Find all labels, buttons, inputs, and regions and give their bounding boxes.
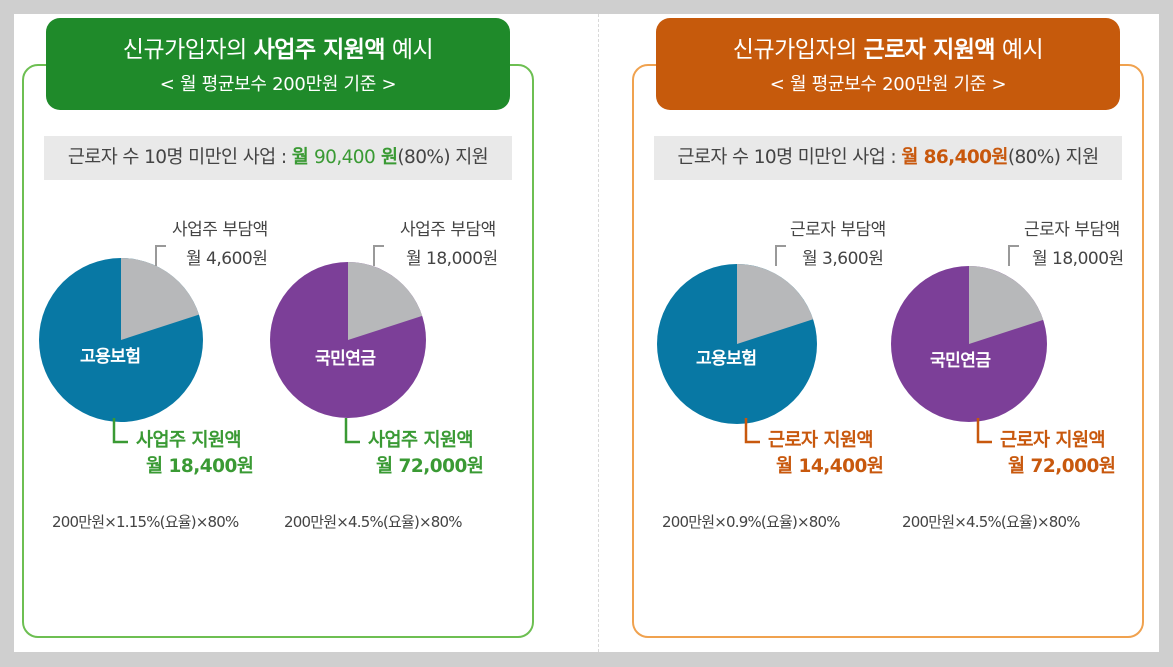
worker-insurance-support-label: 근로자 지원액 bbox=[768, 430, 874, 451]
worker-insurance-burden-leader bbox=[775, 245, 786, 266]
worker-insurance-burden-slice bbox=[737, 264, 814, 344]
worker-info-prefix: 근로자 수 10명 미만인 사업 : bbox=[677, 147, 902, 168]
employer-insurance-center-label: 고용보험 bbox=[80, 347, 141, 367]
worker-insurance-support-leader bbox=[744, 418, 760, 444]
worker-insurance-center-label: 고용보험 bbox=[696, 349, 757, 369]
employer-title-bold: 사업주 지원액 bbox=[253, 37, 386, 63]
worker-panel: 신규가입자의 근로자 지원액 예시 < 월 평균보수 200만원 기준 > 근로… bbox=[624, 14, 1164, 652]
worker-insurance-burden-amount: 월 3,600원 bbox=[802, 249, 884, 269]
employer-insurance-burden-slice bbox=[121, 258, 199, 340]
employer-pension-burden-label: 사업주 부담액 bbox=[400, 220, 496, 240]
worker-pie-charts bbox=[657, 245, 1047, 444]
worker-pension-formula: 200만원×4.5%(요율)×80% bbox=[902, 513, 1081, 531]
worker-pension-support-label: 근로자 지원액 bbox=[1000, 430, 1106, 451]
employer-pension-burden-leader bbox=[373, 245, 384, 266]
worker-info-amount: 월 86,400원 bbox=[901, 147, 1008, 168]
employer-info-suffix: (80%) 지원 bbox=[397, 147, 489, 168]
employer-title-suffix: 예시 bbox=[385, 37, 434, 63]
worker-pension-support-amount: 월 72,000원 bbox=[1008, 456, 1116, 477]
worker-title-prefix: 신규가입자의 bbox=[732, 37, 864, 63]
employer-insurance-pie bbox=[39, 258, 203, 422]
worker-pension-burden-slice bbox=[969, 266, 1044, 344]
employer-title-box: 신규가입자의 사업주 지원액 예시 < 월 평균보수 200만원 기준 > bbox=[46, 18, 510, 110]
worker-insurance-formula: 200만원×0.9%(요율)×80% bbox=[662, 513, 841, 531]
worker-subtitle: < 월 평균보수 200만원 기준 > bbox=[769, 74, 1007, 95]
employer-insurance-support-leader bbox=[112, 418, 128, 444]
infographic-sheet: 신규가입자의 사업주 지원액 예시 < 월 평균보수 200만원 기준 > 근로… bbox=[14, 14, 1159, 652]
worker-info-bar: 근로자 수 10명 미만인 사업 : 월 86,400원(80%) 지원 bbox=[654, 136, 1122, 180]
employer-info-amount: 90,400 bbox=[314, 147, 376, 168]
worker-pension-burden-label: 근로자 부담액 bbox=[1024, 220, 1120, 240]
employer-pie-charts bbox=[39, 245, 426, 444]
employer-insurance-formula: 200만원×1.15%(요율)×80% bbox=[52, 513, 239, 531]
worker-insurance-support-amount: 월 14,400원 bbox=[776, 456, 884, 477]
employer-info-bar: 근로자 수 10명 미만인 사업 : 월 90,400 원(80%) 지원 bbox=[44, 136, 512, 180]
employer-title-prefix: 신규가입자의 bbox=[122, 37, 254, 63]
employer-insurance-support-label: 사업주 지원액 bbox=[136, 430, 242, 451]
employer-insurance-burden-leader bbox=[155, 245, 166, 266]
employer-pension-center-label: 국민연금 bbox=[315, 349, 376, 369]
employer-panel: 신규가입자의 사업주 지원액 예시 < 월 평균보수 200만원 기준 > 근로… bbox=[14, 14, 554, 652]
worker-title-suffix: 예시 bbox=[995, 37, 1044, 63]
panel-divider bbox=[598, 14, 599, 652]
employer-info-won: 원 bbox=[375, 147, 398, 168]
employer-pension-support-label: 사업주 지원액 bbox=[368, 430, 474, 451]
worker-pension-center-label: 국민연금 bbox=[930, 351, 991, 371]
employer-subtitle: < 월 평균보수 200만원 기준 > bbox=[159, 74, 397, 95]
employer-pension-pie bbox=[270, 262, 426, 418]
worker-insurance-pie bbox=[657, 264, 817, 424]
worker-pension-pie bbox=[891, 266, 1047, 422]
employer-insurance-burden-amount: 월 4,600원 bbox=[186, 249, 268, 269]
employer-info-prefix: 근로자 수 10명 미만인 사업 : bbox=[67, 147, 292, 168]
employer-pension-burden-amount: 월 18,000원 bbox=[406, 249, 498, 269]
worker-pension-burden-amount: 월 18,000원 bbox=[1032, 249, 1124, 269]
worker-pension-support-leader bbox=[976, 418, 992, 444]
employer-insurance-burden-label: 사업주 부담액 bbox=[172, 220, 268, 240]
employer-pension-formula: 200만원×4.5%(요율)×80% bbox=[284, 513, 463, 531]
employer-insurance-support-amount: 월 18,400원 bbox=[146, 456, 254, 477]
employer-info-month: 월 bbox=[291, 147, 315, 168]
employer-pension-burden-slice bbox=[348, 262, 423, 340]
worker-title: 신규가입자의 근로자 지원액 예시 bbox=[656, 36, 1120, 64]
worker-title-bold: 근로자 지원액 bbox=[863, 37, 996, 63]
employer-pension-support-amount: 월 72,000원 bbox=[376, 456, 484, 477]
worker-pension-burden-leader bbox=[1008, 245, 1019, 266]
employer-title: 신규가입자의 사업주 지원액 예시 bbox=[46, 36, 510, 64]
worker-insurance-burden-label: 근로자 부담액 bbox=[790, 220, 886, 240]
worker-info-suffix: (80%) 지원 bbox=[1007, 147, 1099, 168]
worker-title-box: 신규가입자의 근로자 지원액 예시 < 월 평균보수 200만원 기준 > bbox=[656, 18, 1120, 110]
employer-pension-support-leader bbox=[344, 418, 360, 444]
